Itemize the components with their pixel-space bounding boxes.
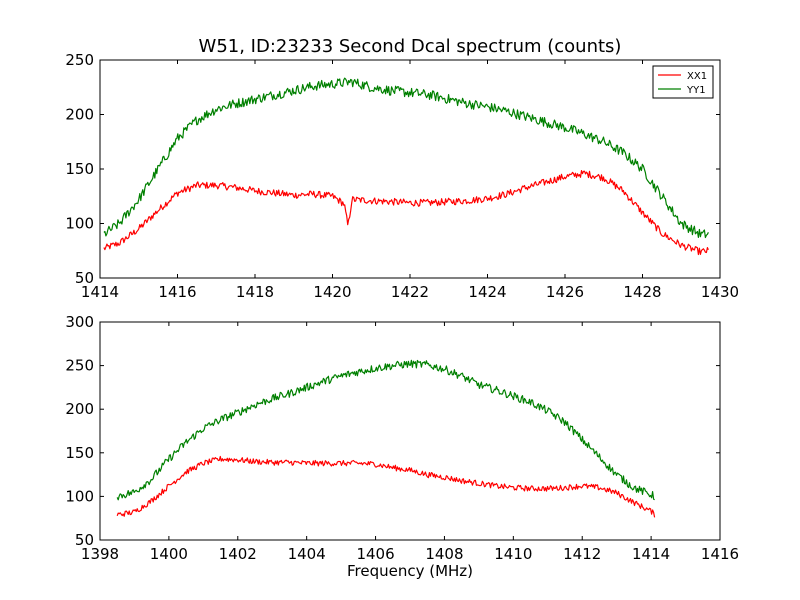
y-tick-label: 250 <box>65 357 94 375</box>
x-axis-label: Frequency (MHz) <box>347 562 473 580</box>
y-tick-label: 50 <box>75 269 94 287</box>
chart-title: W51, ID:23233 Second Dcal spectrum (coun… <box>199 36 622 57</box>
x-tick-label: 1426 <box>546 283 584 301</box>
x-tick-label: 1428 <box>623 283 661 301</box>
y-tick-label: 150 <box>65 444 94 462</box>
y-tick-label: 100 <box>65 487 94 505</box>
series-group <box>103 77 709 256</box>
x-tick-label: 1416 <box>701 545 739 563</box>
x-tick-label: 1410 <box>494 545 532 563</box>
y-tick-label: 300 <box>65 313 94 331</box>
series-line-yy1 <box>103 77 709 239</box>
chart-2: 1398 1400 1402 1404 1406 1408 1410 1412 1414 1416… <box>65 313 739 580</box>
legend-label: XX1 <box>687 71 707 82</box>
x-tick-label: 1400 <box>150 545 188 563</box>
legend-box <box>652 65 714 99</box>
plot-area <box>100 322 720 540</box>
x-tick-label: 1402 <box>219 545 257 563</box>
x-tick-label: 1424 <box>468 283 506 301</box>
y-tick-label: 250 <box>65 51 94 69</box>
legend-label: YY1 <box>686 85 706 96</box>
y-tick-label: 150 <box>65 160 94 178</box>
x-tick-label: 1430 <box>701 283 739 301</box>
x-tick-label: 1398 <box>81 545 119 563</box>
y-tick-label: 50 <box>75 531 94 549</box>
x-tick-label: 1420 <box>313 283 351 301</box>
x-tick-label: 1416 <box>158 283 196 301</box>
x-tick-label: 1418 <box>236 283 274 301</box>
series-line-xx1 <box>103 170 709 256</box>
chart-1: 1414 1416 1418 1420 1422 1424 1426 1428 1430 50 10… <box>65 36 739 301</box>
x-tick-label: 1404 <box>288 545 326 563</box>
y-tick-label: 100 <box>65 215 94 233</box>
series-line-green <box>116 359 655 501</box>
x-tick-label: 1406 <box>356 545 394 563</box>
x-tick-label: 1414 <box>81 283 119 301</box>
y-tick-label: 200 <box>65 106 94 124</box>
series-line-red <box>116 455 656 518</box>
series-group <box>116 359 656 518</box>
x-tick-label: 1422 <box>391 283 429 301</box>
plot-frame <box>99 321 721 541</box>
x-tick-label: 1408 <box>425 545 463 563</box>
plot-area <box>100 60 720 278</box>
y-tick-label: 200 <box>65 400 94 418</box>
x-tick-label: 1414 <box>632 545 670 563</box>
x-tick-label: 1412 <box>563 545 601 563</box>
